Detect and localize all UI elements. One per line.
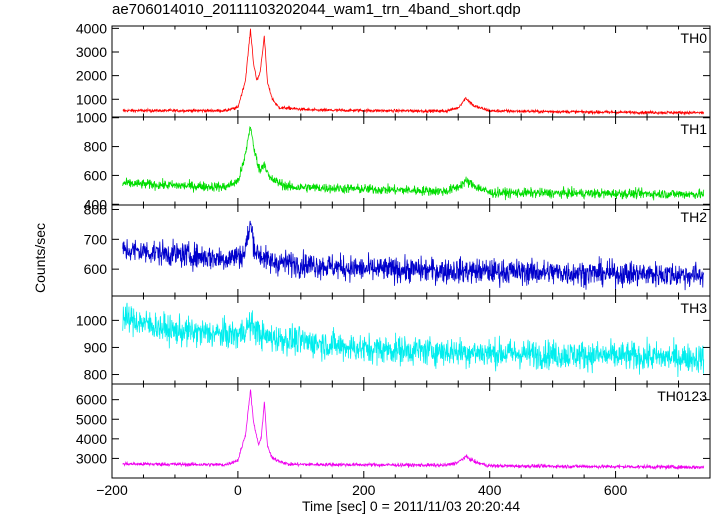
x-tick-label: 400 xyxy=(478,482,502,498)
y-tick-label: 3000 xyxy=(76,44,107,60)
panel-label: TH3 xyxy=(681,300,708,316)
panel-label: TH1 xyxy=(681,121,708,137)
x-axis-label: Time [sec] 0 = 2011/11/03 20:20:44 xyxy=(302,498,520,514)
series-th1 xyxy=(122,125,705,201)
chart-title: ae706014010_20111103202044_wam1_trn_4ban… xyxy=(112,1,521,18)
y-tick-label: 5000 xyxy=(76,411,107,427)
y-tick-label: 3000 xyxy=(76,450,107,466)
y-tick-label: 600 xyxy=(84,167,108,183)
y-tick-label: 4000 xyxy=(76,431,107,447)
x-tick-label: 200 xyxy=(352,482,376,498)
y-axis-label: Counts/sec xyxy=(32,223,48,293)
y-tick-label: 1000 xyxy=(76,312,107,328)
panel-frame xyxy=(111,383,711,479)
series-th3 xyxy=(122,302,705,378)
panel-label: TH0123 xyxy=(657,388,707,404)
y-tick-label: 800 xyxy=(84,201,108,217)
series-th0123 xyxy=(122,389,705,471)
panel-th2: 600 700 800 TH2 xyxy=(84,201,711,297)
y-tick-label: 700 xyxy=(84,231,108,247)
y-tick-label: 400 xyxy=(84,196,108,212)
y-tick-label: 2000 xyxy=(76,68,107,84)
y-tick-label: 1000 xyxy=(76,110,107,126)
panel-th1: 400 600 800 1000 TH1 xyxy=(76,110,711,212)
series-th2 xyxy=(122,220,705,291)
y-tick-label: 900 xyxy=(84,339,108,355)
panels-group: 1000200030004000TH04006008001000TH160070… xyxy=(76,20,711,498)
y-tick-label: 800 xyxy=(84,367,108,383)
panel-th0123: 3000 4000 5000 6000 TH0123 xyxy=(76,383,711,479)
x-tick-label: −200 xyxy=(96,482,128,498)
panel-label: TH2 xyxy=(681,209,708,225)
panel-label: TH0 xyxy=(681,30,708,46)
y-tick-label: 600 xyxy=(84,261,108,277)
x-tick-label: 0 xyxy=(234,482,242,498)
panel-frame xyxy=(111,25,711,118)
y-tick-label: 1000 xyxy=(76,91,107,107)
y-tick-label: 800 xyxy=(84,139,108,155)
panel-th0: 1000 2000 3000 4000 TH0 xyxy=(76,20,711,118)
y-tick-label: 6000 xyxy=(76,392,107,408)
series-th0 xyxy=(122,28,705,116)
y-tick-label: 4000 xyxy=(76,20,107,36)
x-tick-label: 600 xyxy=(604,482,628,498)
panel-th3: 800 900 1000 TH3 xyxy=(76,295,711,385)
